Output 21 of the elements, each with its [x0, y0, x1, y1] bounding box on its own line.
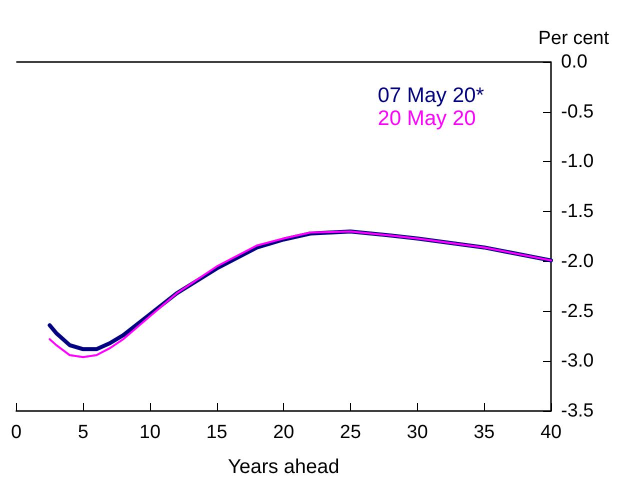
y-tick-label: -3.5: [561, 400, 594, 422]
x-tick-label: 0: [10, 422, 22, 443]
x-tick-label: 30: [406, 422, 428, 443]
y-tick-label: -1.0: [561, 151, 594, 172]
x-tick-label: 20: [273, 422, 294, 443]
y-tick-label: -1.5: [561, 201, 594, 222]
y-tick-label: -3.0: [561, 350, 594, 372]
y-axis-title: Per cent: [538, 28, 610, 49]
x-axis-title: Years ahead: [228, 456, 340, 478]
y-tick-label: -2.0: [561, 250, 594, 272]
y-tick-label: -0.5: [561, 101, 594, 122]
x-tick-label: 15: [206, 422, 228, 443]
x-tick-label: 40: [540, 422, 562, 443]
x-tick-label: 25: [340, 422, 362, 443]
x-tick-label: 10: [139, 422, 161, 443]
text: 20 May 20: [378, 107, 476, 130]
x-tick-label: 35: [474, 422, 495, 443]
y-tick-label: 0.0: [561, 52, 588, 72]
text: 07 May 20*: [378, 84, 484, 107]
y-tick-label: -2.5: [561, 300, 594, 322]
x-tick-label: 5: [78, 422, 88, 443]
